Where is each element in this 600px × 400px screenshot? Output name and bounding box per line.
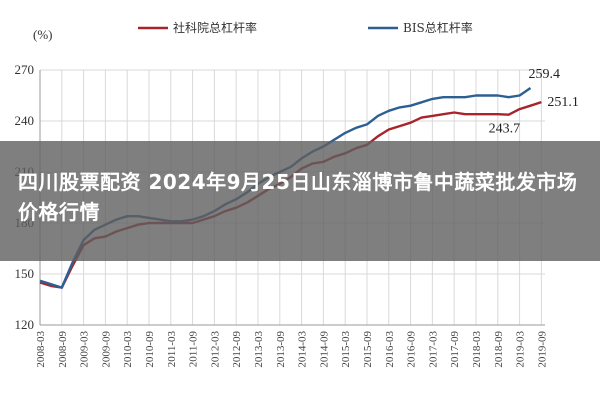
- x-tick-label: 2018-03: [471, 331, 483, 368]
- x-tick-label: 2010-09: [144, 331, 156, 368]
- data-label: 259.4: [528, 67, 560, 82]
- x-tick-label: 2009-09: [100, 331, 112, 368]
- x-tick-label: 2010-03: [122, 331, 134, 368]
- x-tick-label: 2008-09: [57, 331, 69, 368]
- y-axis-label: (%): [33, 27, 53, 42]
- legend-label: 社科院总杠杆率: [173, 20, 257, 35]
- annotations: 259.4 251.1 243.7: [489, 67, 579, 137]
- x-tick-label: 2015-09: [362, 331, 374, 368]
- x-tick-label: 2012-09: [231, 331, 243, 368]
- y-tick-label: 150: [15, 266, 35, 281]
- x-tick-label: 2019-09: [536, 331, 548, 368]
- x-tick-label: 2011-03: [166, 331, 178, 368]
- x-tick-label: 2014-03: [297, 331, 309, 368]
- x-tick-label: 2009-03: [79, 331, 91, 368]
- y-tick-label: 240: [15, 113, 35, 128]
- x-tick-label: 2019-03: [515, 331, 527, 368]
- x-tick-label: 2013-09: [275, 331, 287, 368]
- x-tick-label: 2015-03: [340, 331, 352, 368]
- axes: 1201501802102402702008-032008-092009-032…: [15, 62, 549, 368]
- x-tick-label: 2008-03: [35, 331, 47, 368]
- data-label: 251.1: [547, 95, 579, 110]
- legend: 社科院总杠杆率 BIS总杠杆率: [138, 20, 473, 35]
- title-banner: 四川股票配资 2024年9月25日山东淄博市鲁中蔬菜批发市场价格行情: [0, 141, 600, 261]
- x-tick-label: 2017-09: [449, 331, 461, 368]
- x-tick-label: 2012-03: [209, 331, 221, 368]
- x-tick-label: 2016-09: [406, 331, 418, 368]
- x-tick-label: 2011-09: [188, 331, 200, 368]
- x-tick-label: 2017-03: [427, 331, 439, 368]
- x-tick-label: 2014-09: [318, 331, 330, 368]
- x-tick-label: 2016-03: [384, 331, 396, 368]
- banner-title: 四川股票配资 2024年9月25日山东淄博市鲁中蔬菜批发市场价格行情: [18, 170, 578, 224]
- y-tick-label: 270: [15, 62, 35, 77]
- y-tick-label: 120: [15, 317, 35, 332]
- x-tick-label: 2018-09: [493, 331, 505, 368]
- legend-label: BIS总杠杆率: [403, 20, 473, 35]
- x-tick-label: 2013-03: [253, 331, 265, 368]
- data-label: 243.7: [489, 122, 521, 137]
